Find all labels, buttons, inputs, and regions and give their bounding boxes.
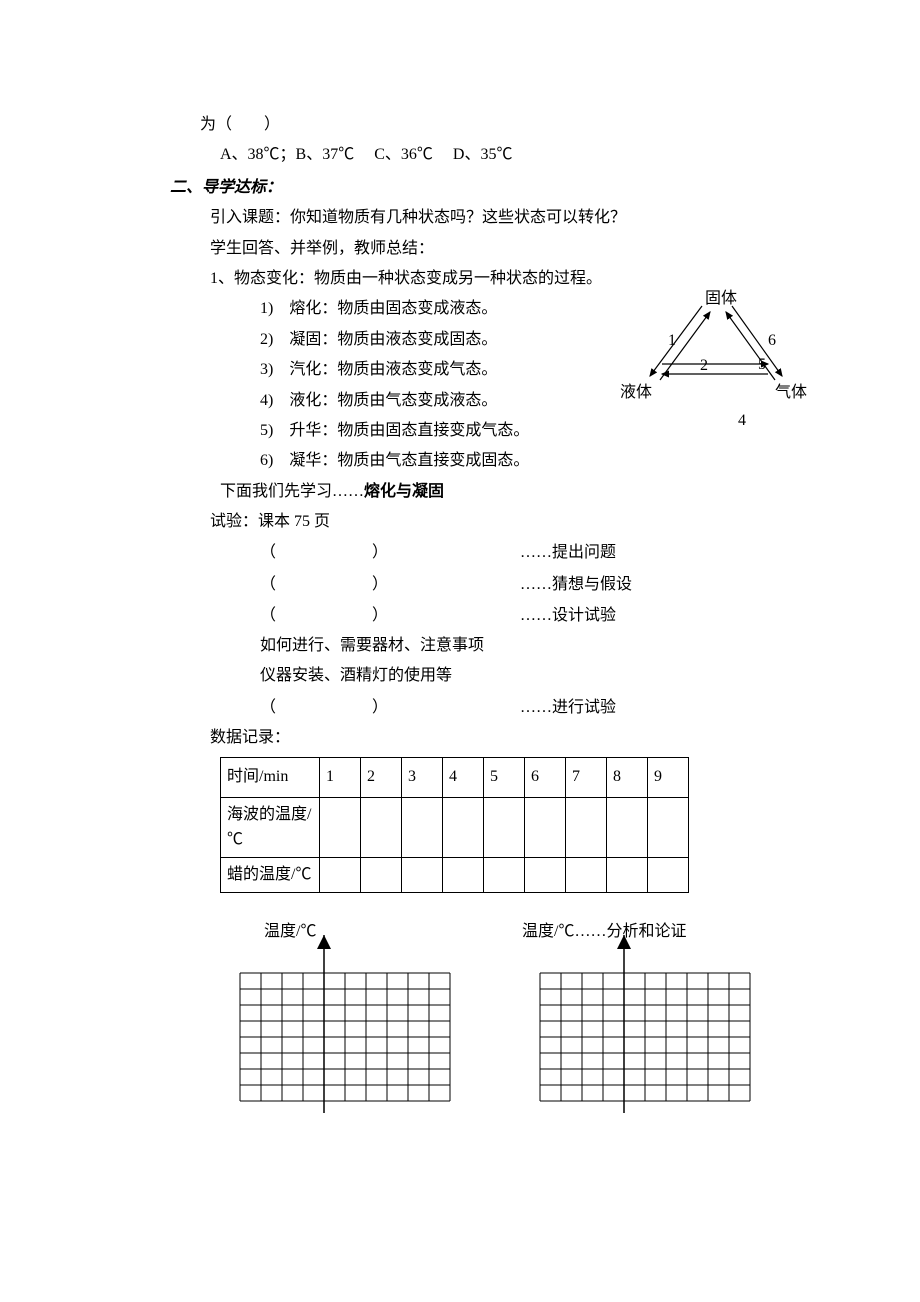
th-8: 8	[607, 758, 648, 797]
th-1: 1	[320, 758, 361, 797]
section-heading: 二、导学达标：	[100, 173, 820, 203]
exp-step-2: ……猜想与假设	[520, 569, 632, 600]
edge-num-1: 1	[668, 326, 676, 356]
node-gas: 气体	[775, 378, 807, 408]
th-9: 9	[648, 758, 689, 797]
chart-left-svg	[230, 923, 460, 1113]
exp-mid-2: 仪器安装、酒精灯的使用等	[100, 661, 820, 691]
data-table: 时间/min 1 2 3 4 5 6 7 8 9 海波的温度/℃ 蜡的温度/℃	[220, 757, 689, 892]
th-3: 3	[402, 758, 443, 797]
chart-right-extra: ……分析和论证	[574, 923, 686, 940]
exp-blank-3: （ ）	[260, 600, 520, 631]
sub-6: 6) 凝华：物质由气态直接变成固态。	[100, 446, 820, 476]
chart-right: 温度/℃……分析和论证	[530, 923, 770, 1113]
chart-left: 温度/℃	[230, 923, 470, 1113]
th-4: 4	[443, 758, 484, 797]
table-row: 海波的温度/℃	[221, 797, 689, 857]
state-triangle-diagram: 固体 液体 气体 1 6 2 5 4	[620, 288, 820, 408]
edge-num-2: 2	[700, 351, 708, 381]
edge-num-4: 4	[738, 406, 746, 436]
data-record-label: 数据记录：	[100, 723, 820, 753]
row-haibo: 海波的温度/℃	[221, 797, 320, 857]
below-text-b: 熔化与凝固	[364, 483, 444, 500]
exp-step-3: ……设计试验	[520, 600, 616, 631]
exp-blank-2: （ ）	[260, 569, 520, 600]
table-row: 时间/min 1 2 3 4 5 6 7 8 9	[221, 758, 689, 797]
table-row: 蜡的温度/℃	[221, 857, 689, 892]
intro-line-2: 学生回答、并举例，教师总结：	[100, 234, 820, 264]
node-solid: 固体	[705, 284, 737, 314]
chart-left-ylabel: 温度/℃	[264, 917, 316, 947]
th-time: 时间/min	[221, 758, 320, 797]
chart-right-ylabel-text: 温度/℃	[522, 923, 574, 940]
below-text-a: 下面我们先学习……	[220, 483, 364, 500]
row-wax: 蜡的温度/℃	[221, 857, 320, 892]
edge-num-5: 5	[758, 350, 766, 380]
th-2: 2	[361, 758, 402, 797]
exp-step-4: ……进行试验	[520, 692, 616, 723]
chart-right-ylabel: 温度/℃……分析和论证	[522, 917, 686, 947]
exp-blank-1: （ ）	[260, 537, 520, 568]
experiment-head: 试验：课本 75 页	[100, 507, 820, 537]
exp-step-1: ……提出问题	[520, 537, 616, 568]
node-liquid: 液体	[620, 378, 652, 408]
intro-line-1: 引入课题：你知道物质有几种状态吗？这些状态可以转化？	[100, 203, 820, 233]
chart-right-svg	[530, 923, 760, 1113]
exp-blank-4: （ ）	[260, 692, 520, 723]
edge-num-6: 6	[768, 326, 776, 356]
question-stem: 为（ ）	[100, 110, 820, 140]
exp-mid-1: 如何进行、需要器材、注意事项	[100, 631, 820, 661]
th-5: 5	[484, 758, 525, 797]
question-options: A、38℃；B、37℃ C、36℃ D、35℃	[100, 140, 820, 170]
th-6: 6	[525, 758, 566, 797]
th-7: 7	[566, 758, 607, 797]
